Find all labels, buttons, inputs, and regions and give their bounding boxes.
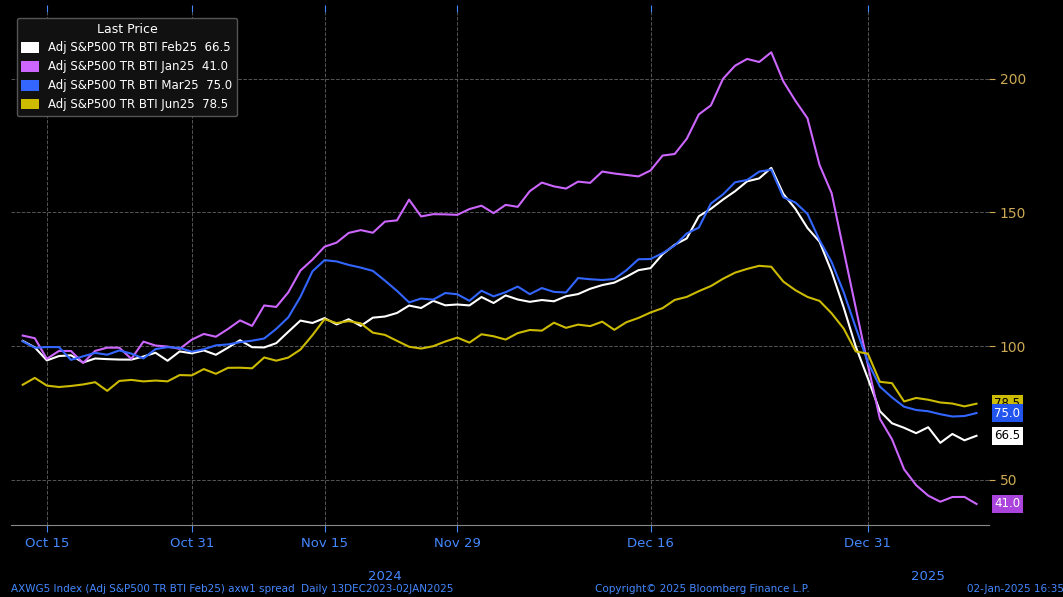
Text: 66.5: 66.5 <box>994 429 1020 442</box>
Text: Copyright© 2025 Bloomberg Finance L.P.: Copyright© 2025 Bloomberg Finance L.P. <box>595 584 810 594</box>
Text: 02-Jan-2025 16:35:23: 02-Jan-2025 16:35:23 <box>967 584 1063 594</box>
Text: 2024: 2024 <box>368 570 402 583</box>
Text: 2025: 2025 <box>911 570 945 583</box>
Text: 41.0: 41.0 <box>994 497 1020 510</box>
Text: 75.0: 75.0 <box>994 407 1020 420</box>
Text: AXWG5 Index (Adj S&P500 TR BTI Feb25) axw1 spread  Daily 13DEC2023-02JAN2025: AXWG5 Index (Adj S&P500 TR BTI Feb25) ax… <box>11 584 453 594</box>
Text: 78.5: 78.5 <box>994 397 1020 410</box>
Legend: Adj S&P500 TR BTI Feb25  66.5, Adj S&P500 TR BTI Jan25  41.0, Adj S&P500 TR BTI : Adj S&P500 TR BTI Feb25 66.5, Adj S&P500… <box>17 18 237 116</box>
